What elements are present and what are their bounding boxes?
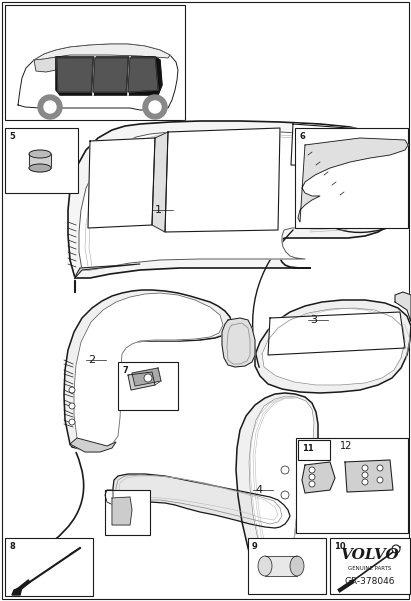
Polygon shape [34,44,170,60]
Polygon shape [222,318,255,367]
Polygon shape [255,300,411,393]
Circle shape [143,95,167,119]
Text: 2: 2 [88,355,95,365]
Bar [298,440,330,460]
Text: GR-378046: GR-378046 [345,578,395,587]
Polygon shape [93,58,128,92]
Polygon shape [70,438,116,452]
Circle shape [362,479,368,485]
Polygon shape [112,497,132,525]
Circle shape [281,466,289,474]
Bar [248,538,326,594]
Text: 6: 6 [299,132,305,141]
Bar [265,556,297,576]
Bar [5,538,93,596]
Text: VOLVO: VOLVO [341,548,399,562]
Circle shape [309,467,315,473]
Polygon shape [128,372,155,390]
Circle shape [69,387,75,393]
Polygon shape [132,368,161,386]
Circle shape [362,472,368,478]
Bar [105,490,150,535]
Bar [29,154,51,168]
Circle shape [362,465,368,471]
Text: 12: 12 [340,441,352,451]
Polygon shape [18,44,178,110]
Text: 8: 8 [9,542,15,551]
Ellipse shape [290,556,304,576]
Polygon shape [249,396,314,563]
Circle shape [69,419,75,425]
Bar [5,5,185,120]
Polygon shape [298,138,408,222]
Text: GENUINE PARTS: GENUINE PARTS [348,566,392,570]
Polygon shape [79,131,386,270]
Polygon shape [128,58,158,92]
Polygon shape [302,462,335,493]
Text: 3: 3 [310,315,317,325]
Bar [295,128,408,228]
Polygon shape [88,138,155,228]
Polygon shape [291,124,375,168]
Polygon shape [57,58,93,92]
Polygon shape [34,57,56,72]
Polygon shape [395,292,411,322]
Bar [5,128,78,193]
Bar [296,438,408,533]
Polygon shape [105,490,113,505]
Bar [330,538,410,594]
Text: 11: 11 [302,444,314,453]
Bar [118,362,178,410]
Text: 10: 10 [334,542,346,551]
Circle shape [281,491,289,499]
Circle shape [44,101,56,113]
Text: 4: 4 [255,485,262,495]
Polygon shape [262,308,405,385]
Circle shape [392,545,400,553]
Polygon shape [165,128,280,232]
Polygon shape [64,290,232,450]
Polygon shape [75,264,140,278]
Polygon shape [236,393,318,570]
Text: 1: 1 [155,205,162,215]
Polygon shape [345,460,393,492]
Circle shape [38,95,62,119]
Text: 7: 7 [122,366,128,375]
Ellipse shape [258,556,272,576]
Text: 5: 5 [9,132,15,141]
Polygon shape [113,474,290,528]
Polygon shape [152,132,168,232]
Text: 9: 9 [252,542,258,551]
Polygon shape [74,293,223,447]
Circle shape [69,403,75,409]
Polygon shape [68,121,404,278]
Circle shape [377,477,383,483]
Polygon shape [268,312,405,355]
Circle shape [309,481,315,487]
Circle shape [144,374,152,382]
Ellipse shape [29,164,51,172]
Polygon shape [56,57,162,95]
Polygon shape [372,130,395,225]
Circle shape [309,474,315,480]
Polygon shape [12,587,22,595]
Circle shape [149,101,161,113]
Ellipse shape [29,150,51,158]
Circle shape [377,465,383,471]
